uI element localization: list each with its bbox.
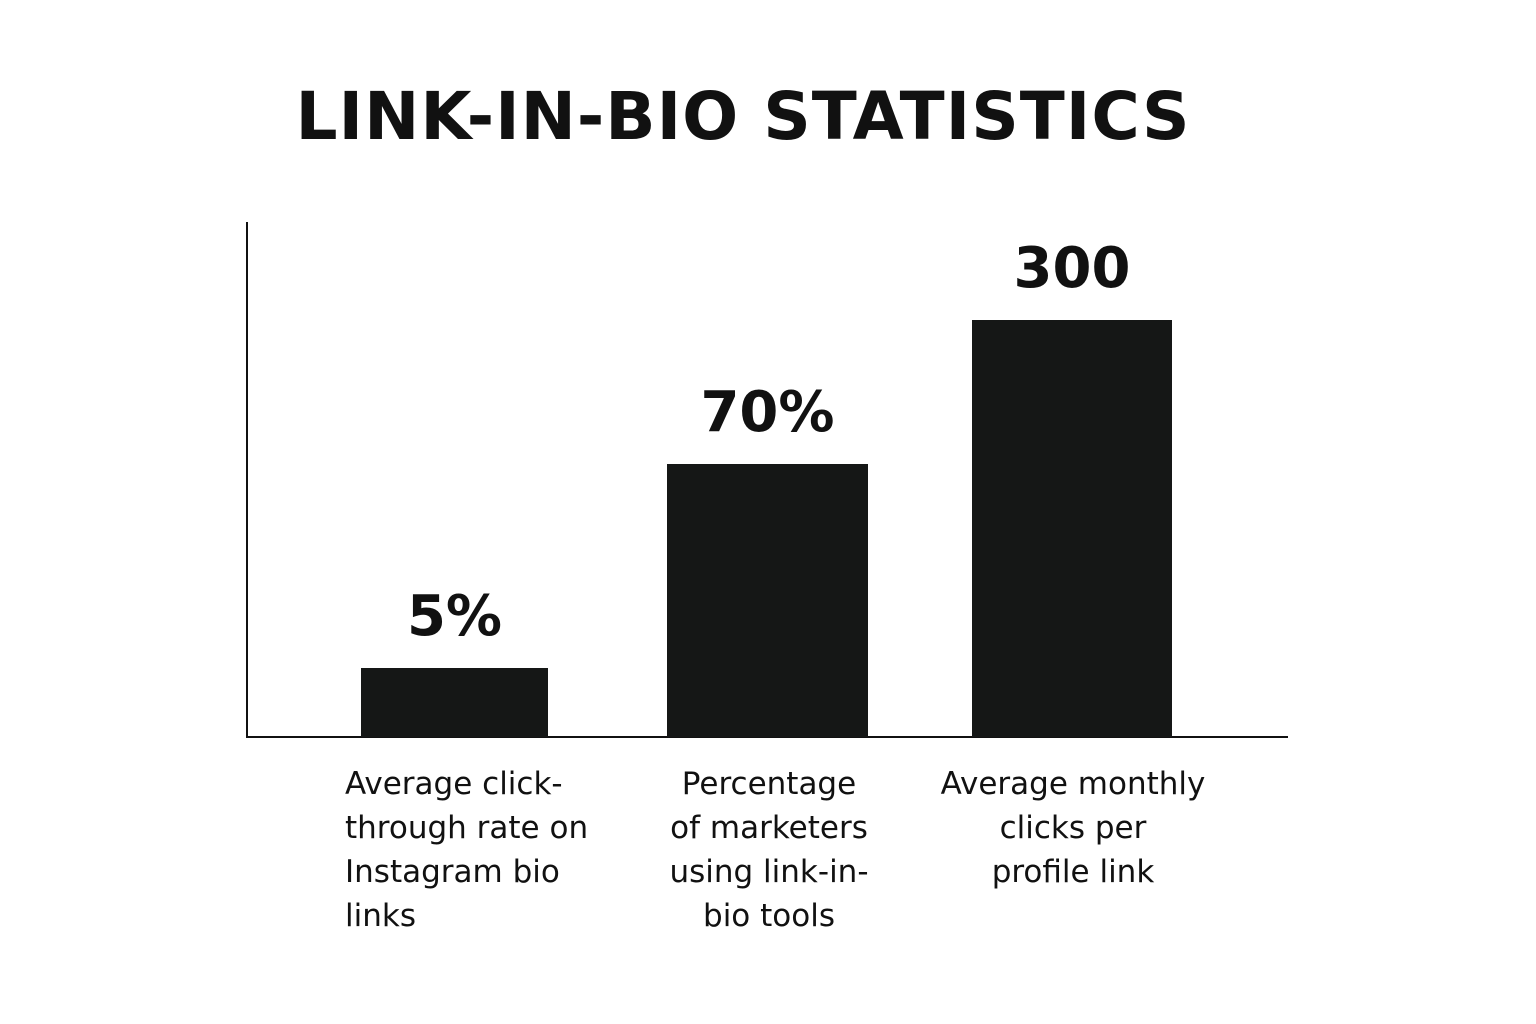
category-label-line: clicks per (999, 810, 1147, 846)
category-label-line: bio tools (703, 898, 835, 934)
bar-0 (361, 668, 548, 737)
category-label-percentage-of-marketers: Percentage of marketers using link-in- b… (640, 762, 898, 938)
category-label-average-monthly-clicks: Average monthly clicks per profile link (920, 762, 1226, 894)
category-label-line: links (345, 898, 416, 934)
bar-value-label-1: 70% (700, 380, 834, 445)
bar-value-label-0: 5% (407, 584, 502, 649)
category-label-line: using link-in- (669, 854, 869, 890)
bar-value-label-2: 300 (1014, 236, 1131, 301)
chart-title: LINK-IN-BIO STATISTICS (295, 78, 1191, 155)
category-label-line: Instagram bio (345, 854, 560, 890)
category-label-line: through rate on (345, 810, 589, 846)
bar-1 (667, 464, 868, 737)
category-label-line: Percentage (681, 766, 857, 802)
category-label-line: profile link (991, 854, 1155, 890)
bars-group: 5% 70% 300 (361, 236, 1172, 737)
category-label-line: Average monthly (940, 766, 1206, 802)
category-label-line: Average click- (345, 766, 563, 802)
bar-2 (972, 320, 1172, 737)
category-label-average-click-through-rate: Average click- through rate on Instagram… (345, 762, 588, 938)
category-label-line: of marketers (670, 810, 868, 846)
